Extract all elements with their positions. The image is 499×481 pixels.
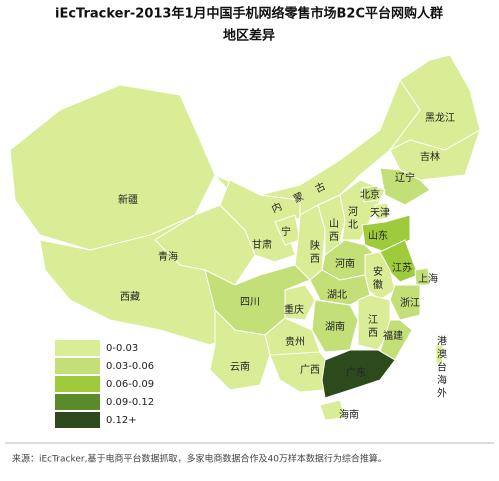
legend-label: 0.03-0.06 [106,361,154,372]
province-label: 福建 [383,329,403,342]
title: 地区差异 [223,28,275,44]
legend-label: 0.12+ [106,415,137,426]
province-shape [414,267,431,286]
legend-swatch [55,358,100,374]
province-shape [209,308,271,391]
province-label: 山西 [327,218,339,244]
province-shape [309,269,371,306]
provinces [9,54,481,421]
province-label: 湖北 [327,289,347,301]
province-shape [379,319,413,361]
province-label: 黑龙江 [425,111,455,124]
province-label: 山东 [368,229,388,242]
province-shape [435,344,444,366]
province-shape [379,167,431,206]
province-label: 宁 [281,225,291,238]
province-label: 重庆 [284,303,304,316]
legend-swatch [55,412,100,428]
province-label: 安徽 [371,265,383,292]
legend-label: 0.06-0.09 [106,379,154,390]
province-label: 广东 [346,366,366,379]
province-shape [319,399,346,421]
province-label: 贵州 [285,335,305,348]
province-label: 西藏 [120,291,140,303]
legend-label: 0.09-0.12 [106,397,154,408]
province-label: 江西 [366,314,378,340]
province-label: 陕西 [308,239,320,266]
legend-label: 0-0.03 [106,343,138,354]
province-label: 四川 [240,297,260,308]
province-shape [361,185,379,203]
province-shape [321,349,396,399]
legend-swatch [55,394,100,410]
province-label: 江苏 [392,261,412,274]
province-label: 河南 [335,257,355,270]
province-label: 上海 [418,272,438,285]
province-shape [219,179,301,263]
source-note: 来源：iEcTracker,基于电商平台数据抓取，多家电商数据合作及40万样本数… [12,453,387,465]
province-label: 云南 [230,360,250,373]
legend-swatch [55,340,100,356]
province-label: 河北 [346,206,358,232]
province-label: 辽宁 [395,171,415,184]
province-label: 湖南 [325,320,345,333]
province-label: 甘肃 [252,238,272,251]
province-label: 北京 [360,188,380,201]
province-label: 新疆 [118,193,138,206]
province-label: 广西 [300,364,320,376]
legend-swatch [55,376,100,392]
title: iEcTracker-2013年1月中国手机网络零售市场B2C平台网购人群 [55,6,443,22]
province-shape [374,202,389,221]
province-shape [9,84,216,251]
province-shape [389,284,421,321]
province-label: 青海 [158,250,178,263]
province-label: 吉林 [420,150,440,163]
province-label: 港澳台海外 [435,335,447,400]
province-label: 天津 [370,207,390,219]
province-label: 浙江 [400,297,420,309]
province-label: 海南 [339,408,359,421]
